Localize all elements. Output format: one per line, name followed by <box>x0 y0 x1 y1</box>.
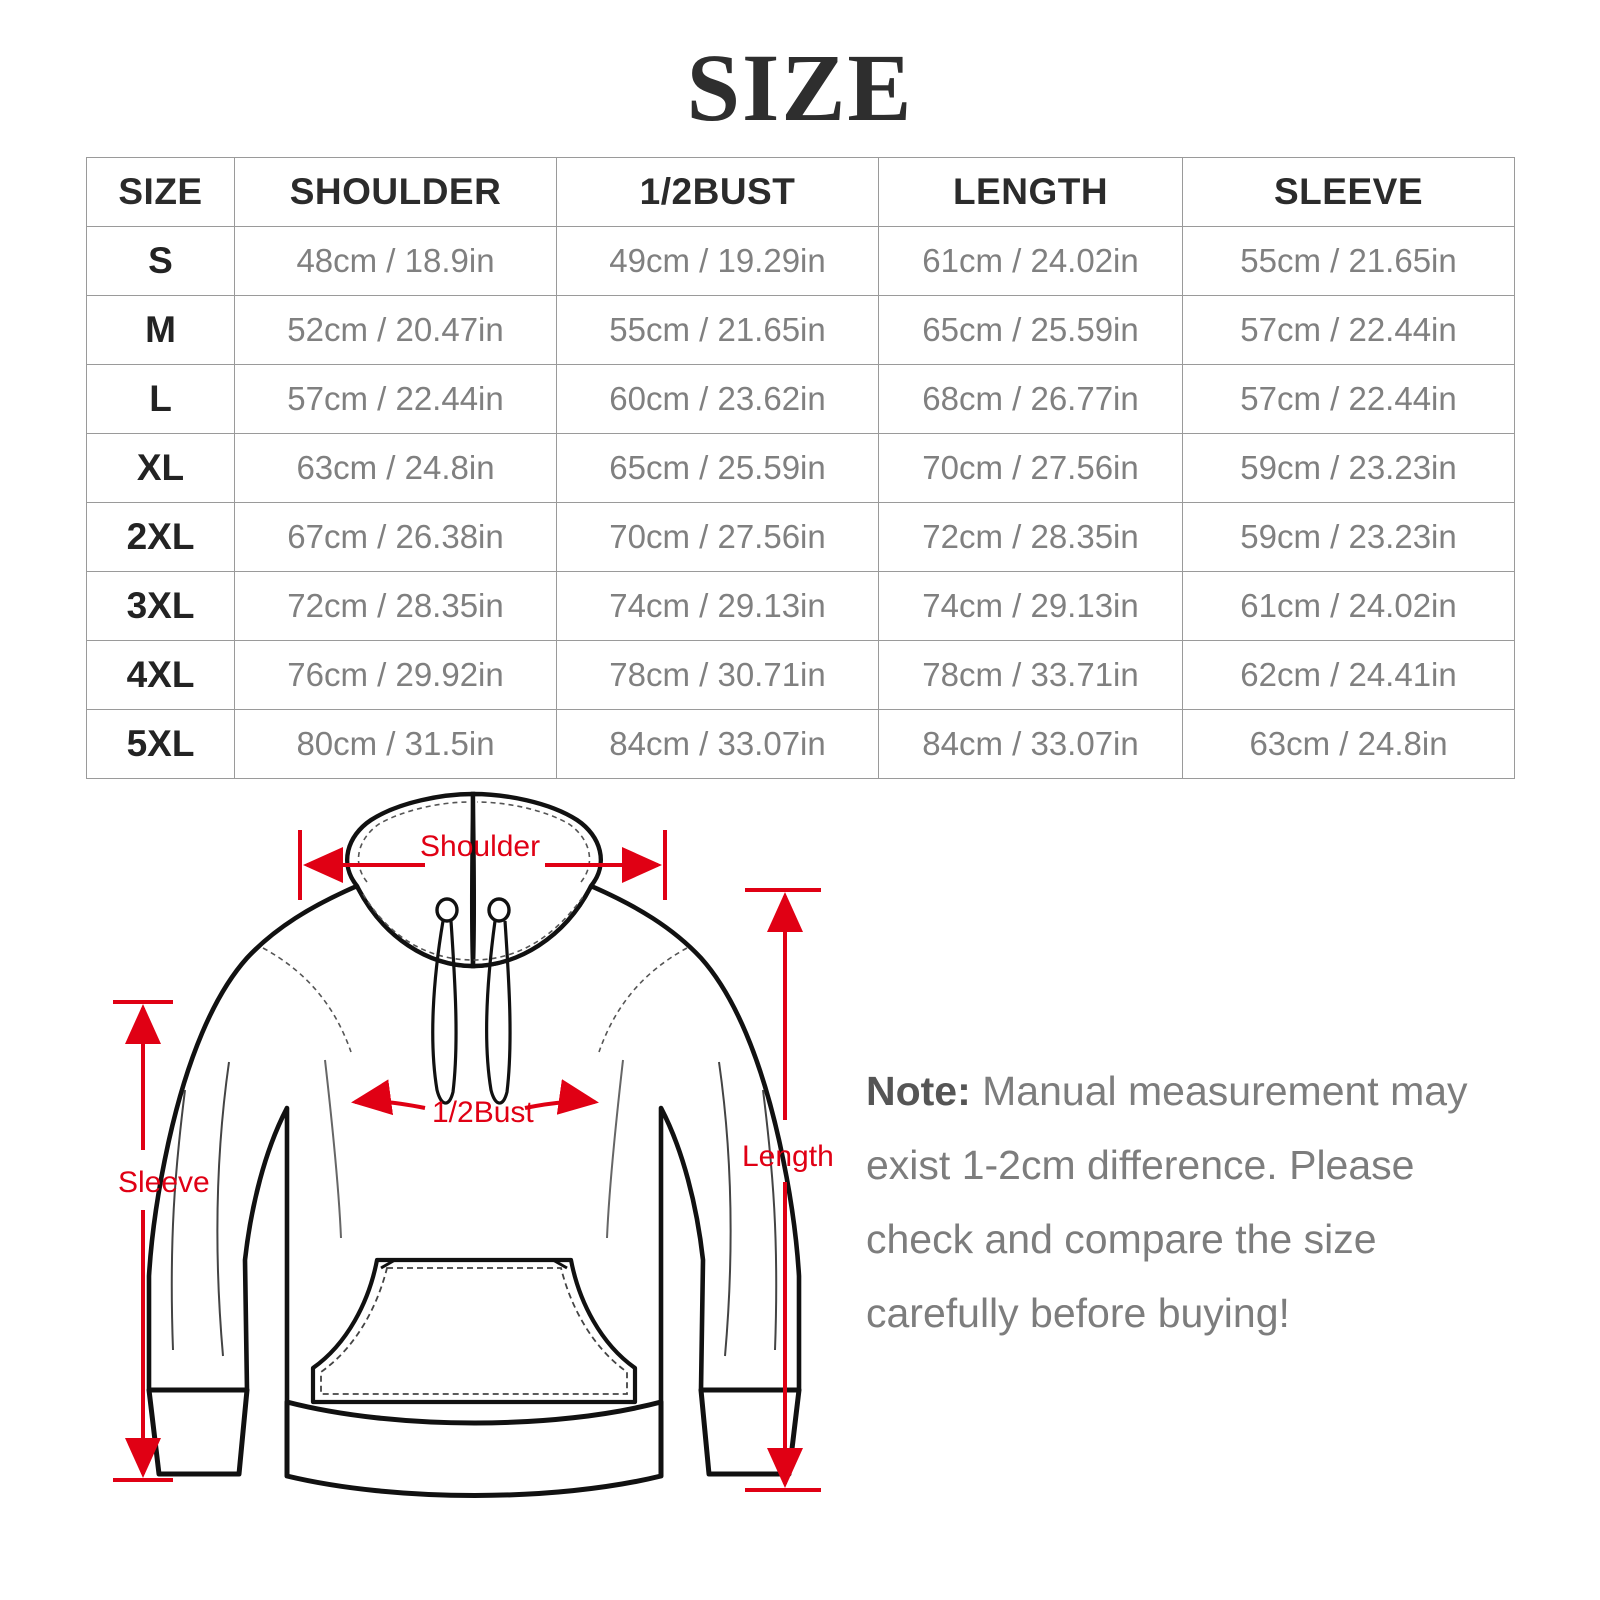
cell-bust: 65cm / 25.59in <box>556 433 879 503</box>
cell-size: XL <box>86 433 235 503</box>
sleeve-fold-right-outer <box>762 1089 778 1351</box>
hood-edge-stitch-left <box>357 801 470 883</box>
drawstring-grommet-left <box>435 897 459 923</box>
cell-shoulder: 67cm / 26.38in <box>234 502 557 572</box>
drawstring-left <box>431 920 458 1105</box>
cell-bust: 84cm / 33.07in <box>556 709 879 779</box>
sleeve-fold-left-inner <box>216 1061 230 1357</box>
cell-size: L <box>86 364 235 434</box>
hood-hem-stitch <box>362 893 586 961</box>
body-drape-right <box>606 1059 624 1239</box>
table-row: 3XL 72cm / 28.35in 74cm / 29.13in 74cm /… <box>86 571 1515 641</box>
cell-shoulder: 52cm / 20.47in <box>234 295 557 365</box>
pocket-stitch <box>320 1267 628 1395</box>
cell-shoulder: 48cm / 18.9in <box>234 226 557 296</box>
pocket-opening-left <box>380 1258 396 1270</box>
cell-shoulder: 72cm / 28.35in <box>234 571 557 641</box>
table-row: XL 63cm / 24.8in 65cm / 25.59in 70cm / 2… <box>86 433 1515 503</box>
cell-length: 84cm / 33.07in <box>878 709 1183 779</box>
cell-shoulder: 80cm / 31.5in <box>234 709 557 779</box>
cell-bust: 49cm / 19.29in <box>556 226 879 296</box>
sleeve-fold-right-inner <box>718 1061 732 1357</box>
cell-bust: 74cm / 29.13in <box>556 571 879 641</box>
size-table-container: SIZE SHOULDER 1/2BUST LENGTH SLEEVE S 48… <box>86 157 1515 779</box>
table-row: 2XL 67cm / 26.38in 70cm / 27.56in 72cm /… <box>86 502 1515 572</box>
measure-label-half-bust: 1/2Bust <box>432 1096 534 1129</box>
column-header-shoulder: SHOULDER <box>234 157 557 227</box>
cell-bust: 60cm / 23.62in <box>556 364 879 434</box>
cell-sleeve: 55cm / 21.65in <box>1182 226 1515 296</box>
cell-length: 61cm / 24.02in <box>878 226 1183 296</box>
halfbust-arrow-left <box>351 1079 426 1116</box>
measure-label-length: Length <box>742 1140 834 1173</box>
note-label: Note: <box>866 1068 971 1114</box>
cell-sleeve: 62cm / 24.41in <box>1182 640 1515 710</box>
cell-bust: 78cm / 30.71in <box>556 640 879 710</box>
note-block: Note: Manual measurement may exist 1-2cm… <box>866 1054 1486 1350</box>
cell-length: 78cm / 33.71in <box>878 640 1183 710</box>
hood-edge-stitch-right <box>476 801 591 883</box>
measure-label-sleeve: Sleeve <box>118 1166 210 1199</box>
hoodie-illustration <box>113 791 821 1498</box>
cell-sleeve: 63cm / 24.8in <box>1182 709 1515 779</box>
cell-size: S <box>86 226 235 296</box>
column-header-length: LENGTH <box>878 157 1183 227</box>
sleeve-fold-left-outer <box>170 1089 186 1351</box>
page-title: SIZE <box>686 34 914 141</box>
drawstring-right <box>485 920 512 1105</box>
table-row: M 52cm / 20.47in 55cm / 21.65in 65cm / 2… <box>86 295 1515 365</box>
cuff-left <box>146 1387 250 1477</box>
column-header-bust: 1/2BUST <box>556 157 879 227</box>
cell-shoulder: 63cm / 24.8in <box>234 433 557 503</box>
note-text: Manual measurement may exist 1-2cm diffe… <box>866 1068 1468 1336</box>
cell-sleeve: 59cm / 23.23in <box>1182 433 1515 503</box>
cell-shoulder: 57cm / 22.44in <box>234 364 557 434</box>
cell-size: 4XL <box>86 640 235 710</box>
table-row: 4XL 76cm / 29.92in 78cm / 30.71in 78cm /… <box>86 640 1515 710</box>
table-row: S 48cm / 18.9in 49cm / 19.29in 61cm / 24… <box>86 226 1515 296</box>
measure-label-shoulder: Shoulder <box>420 830 541 863</box>
cell-bust: 55cm / 21.65in <box>556 295 879 365</box>
cell-sleeve: 61cm / 24.02in <box>1182 571 1515 641</box>
table-header-row: SIZE SHOULDER 1/2BUST LENGTH SLEEVE <box>86 157 1515 227</box>
table-row: 5XL 80cm / 31.5in 84cm / 33.07in 84cm / … <box>86 709 1515 779</box>
pocket-opening-right <box>552 1258 568 1270</box>
table-row: L 57cm / 22.44in 60cm / 23.62in 68cm / 2… <box>86 364 1515 434</box>
measurement-diagram <box>0 790 1600 1600</box>
cell-size: M <box>86 295 235 365</box>
drawstring-grommet-right <box>487 897 511 923</box>
cell-length: 70cm / 27.56in <box>878 433 1183 503</box>
column-header-sleeve: SLEEVE <box>1182 157 1515 227</box>
size-chart-table: SIZE SHOULDER 1/2BUST LENGTH SLEEVE S 48… <box>86 157 1515 779</box>
waistband <box>284 1399 664 1498</box>
cell-length: 72cm / 28.35in <box>878 502 1183 572</box>
cell-bust: 70cm / 27.56in <box>556 502 879 572</box>
cell-sleeve: 59cm / 23.23in <box>1182 502 1515 572</box>
cell-length: 68cm / 26.77in <box>878 364 1183 434</box>
cell-shoulder: 76cm / 29.92in <box>234 640 557 710</box>
cell-length: 74cm / 29.13in <box>878 571 1183 641</box>
column-header-size: SIZE <box>86 157 235 227</box>
cell-length: 65cm / 25.59in <box>878 295 1183 365</box>
body-drape-left <box>324 1059 342 1239</box>
cell-sleeve: 57cm / 22.44in <box>1182 364 1515 434</box>
halfbust-arrow-right <box>524 1079 599 1115</box>
cell-size: 2XL <box>86 502 235 572</box>
measurement-arrows-group <box>113 830 821 1492</box>
cell-size: 5XL <box>86 709 235 779</box>
cell-size: 3XL <box>86 571 235 641</box>
kangaroo-pocket <box>310 1257 638 1405</box>
hoodie-body-group <box>146 791 802 1498</box>
cell-sleeve: 57cm / 22.44in <box>1182 295 1515 365</box>
